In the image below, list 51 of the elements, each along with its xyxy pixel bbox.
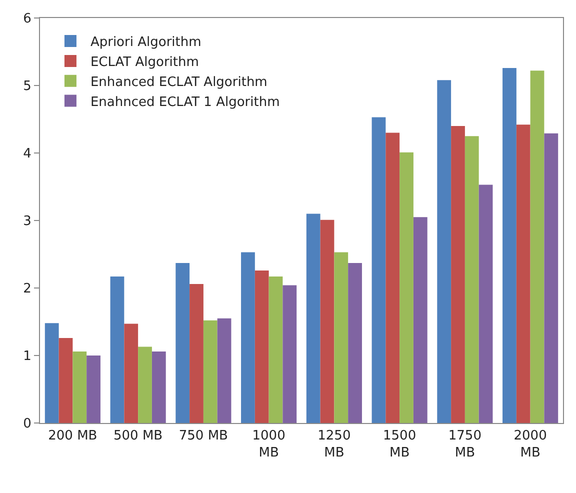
- bar: [386, 132, 400, 423]
- x-tick-label: 1000 MB: [252, 428, 286, 460]
- bar: [254, 270, 269, 423]
- bar: [451, 126, 465, 423]
- legend-label: Apriori Algorithm: [90, 35, 202, 50]
- legend-label: Enhanced ECLAT Algorithm: [90, 74, 268, 90]
- bar: [268, 276, 283, 423]
- bar: [282, 285, 297, 423]
- bar: [530, 70, 544, 423]
- bar: [138, 346, 152, 423]
- y-tick-label: 2: [23, 282, 32, 297]
- bar: [110, 276, 124, 423]
- y-tick-label: 4: [23, 146, 32, 162]
- bar: [306, 214, 320, 423]
- bar: [516, 124, 530, 423]
- bar: [217, 318, 232, 423]
- x-tick-label: 1750 MB: [448, 428, 482, 460]
- x-tick-label: 750 MB: [178, 428, 228, 444]
- bar: [348, 263, 362, 423]
- y-tick-label: 0: [23, 416, 32, 432]
- bar: [44, 323, 59, 423]
- y-tick-label: 1: [23, 349, 32, 364]
- bar: [437, 80, 452, 423]
- bar: [190, 284, 204, 423]
- x-tick-label: 500 MB: [114, 428, 163, 444]
- bar: [176, 263, 190, 423]
- bar: [58, 338, 73, 423]
- x-tick-label: 200 MB: [48, 428, 98, 444]
- bar: [372, 117, 386, 423]
- x-tick-label: 1250 MB: [318, 428, 351, 460]
- x-tick-label: 1500 MB: [383, 428, 416, 460]
- bar: [400, 152, 414, 423]
- bar: [334, 252, 348, 423]
- bar: [203, 320, 218, 423]
- legend-label: ECLAT Algorithm: [90, 55, 199, 70]
- bar: [502, 68, 516, 423]
- bar: [124, 324, 138, 423]
- bar: [72, 351, 87, 423]
- y-tick-label: 6: [23, 12, 32, 27]
- bar: [152, 351, 166, 423]
- legend-label: Enahnced ECLAT 1 Algorithm: [90, 94, 280, 110]
- y-tick-label: 3: [23, 214, 32, 230]
- bar: [413, 217, 428, 423]
- bar: [241, 252, 255, 423]
- bar: [86, 356, 100, 423]
- bar: [544, 133, 558, 423]
- y-tick-label: 5: [23, 79, 32, 94]
- bar: [320, 220, 334, 423]
- x-tick-label: 2000 MB: [514, 428, 547, 460]
- bar: [478, 184, 493, 423]
- bar: [464, 136, 479, 423]
